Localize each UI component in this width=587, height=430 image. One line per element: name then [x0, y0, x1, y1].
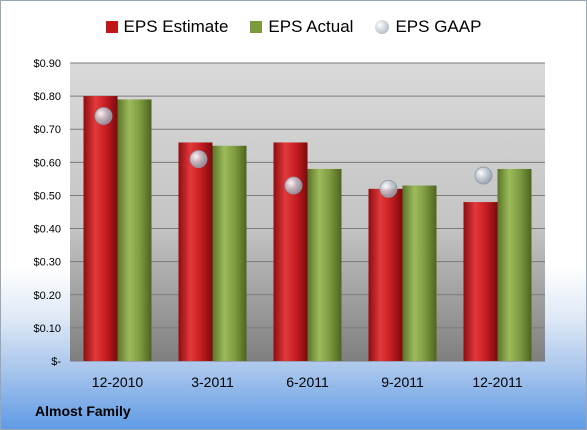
marker-eps-gaap — [379, 179, 398, 198]
x-tick-label: 12-2011 — [472, 374, 523, 390]
bar-eps-estimate — [178, 142, 213, 361]
legend-swatch-gaap — [375, 20, 390, 34]
marker-eps-gaap — [474, 166, 493, 185]
bar-eps-actual — [117, 99, 152, 361]
legend-item-estimate: EPS Estimate — [105, 17, 229, 37]
x-tick-label: 12-2010 — [92, 374, 144, 390]
y-tick-label: $0.90 — [33, 58, 61, 70]
legend-item-gaap: EPS GAAP — [375, 17, 481, 37]
bar-eps-actual — [307, 168, 342, 361]
bar-eps-actual — [497, 168, 532, 361]
legend-label-actual: EPS Actual — [268, 17, 354, 36]
y-tick-label: $0.60 — [33, 157, 61, 169]
marker-eps-gaap — [284, 176, 303, 195]
x-tick-label: 3-2011 — [191, 374, 234, 390]
bar-eps-estimate — [368, 188, 403, 361]
y-tick-label: $0.40 — [33, 224, 61, 236]
legend-item-actual: EPS Actual — [250, 17, 353, 37]
x-tick-label: 6-2011 — [286, 374, 329, 390]
legend-label-gaap: EPS GAAP — [395, 17, 482, 36]
bar-eps-estimate — [83, 96, 118, 361]
legend-swatch-actual — [250, 21, 263, 33]
y-tick-label: $0.50 — [33, 190, 61, 202]
y-tick-label: $0.20 — [33, 290, 61, 302]
y-tick-label: $0.80 — [33, 91, 61, 103]
bar-eps-estimate — [273, 142, 308, 361]
legend: EPS Estimate EPS Actual EPS GAAP — [1, 17, 586, 37]
marker-eps-gaap — [189, 150, 208, 168]
company-name: Almost Family — [35, 403, 131, 419]
y-tick-label: $0.30 — [33, 257, 61, 269]
marker-eps-gaap — [94, 107, 113, 125]
bar-eps-actual — [212, 145, 247, 361]
y-tick-label: $0.10 — [33, 323, 61, 335]
legend-label-estimate: EPS Estimate — [123, 17, 229, 36]
x-tick-label: 9-2011 — [381, 374, 424, 390]
legend-swatch-estimate — [105, 21, 118, 33]
y-tick-label: $- — [51, 356, 61, 368]
bar-eps-estimate — [463, 202, 498, 361]
bar-eps-actual — [402, 185, 437, 361]
y-tick-label: $0.70 — [33, 124, 61, 136]
